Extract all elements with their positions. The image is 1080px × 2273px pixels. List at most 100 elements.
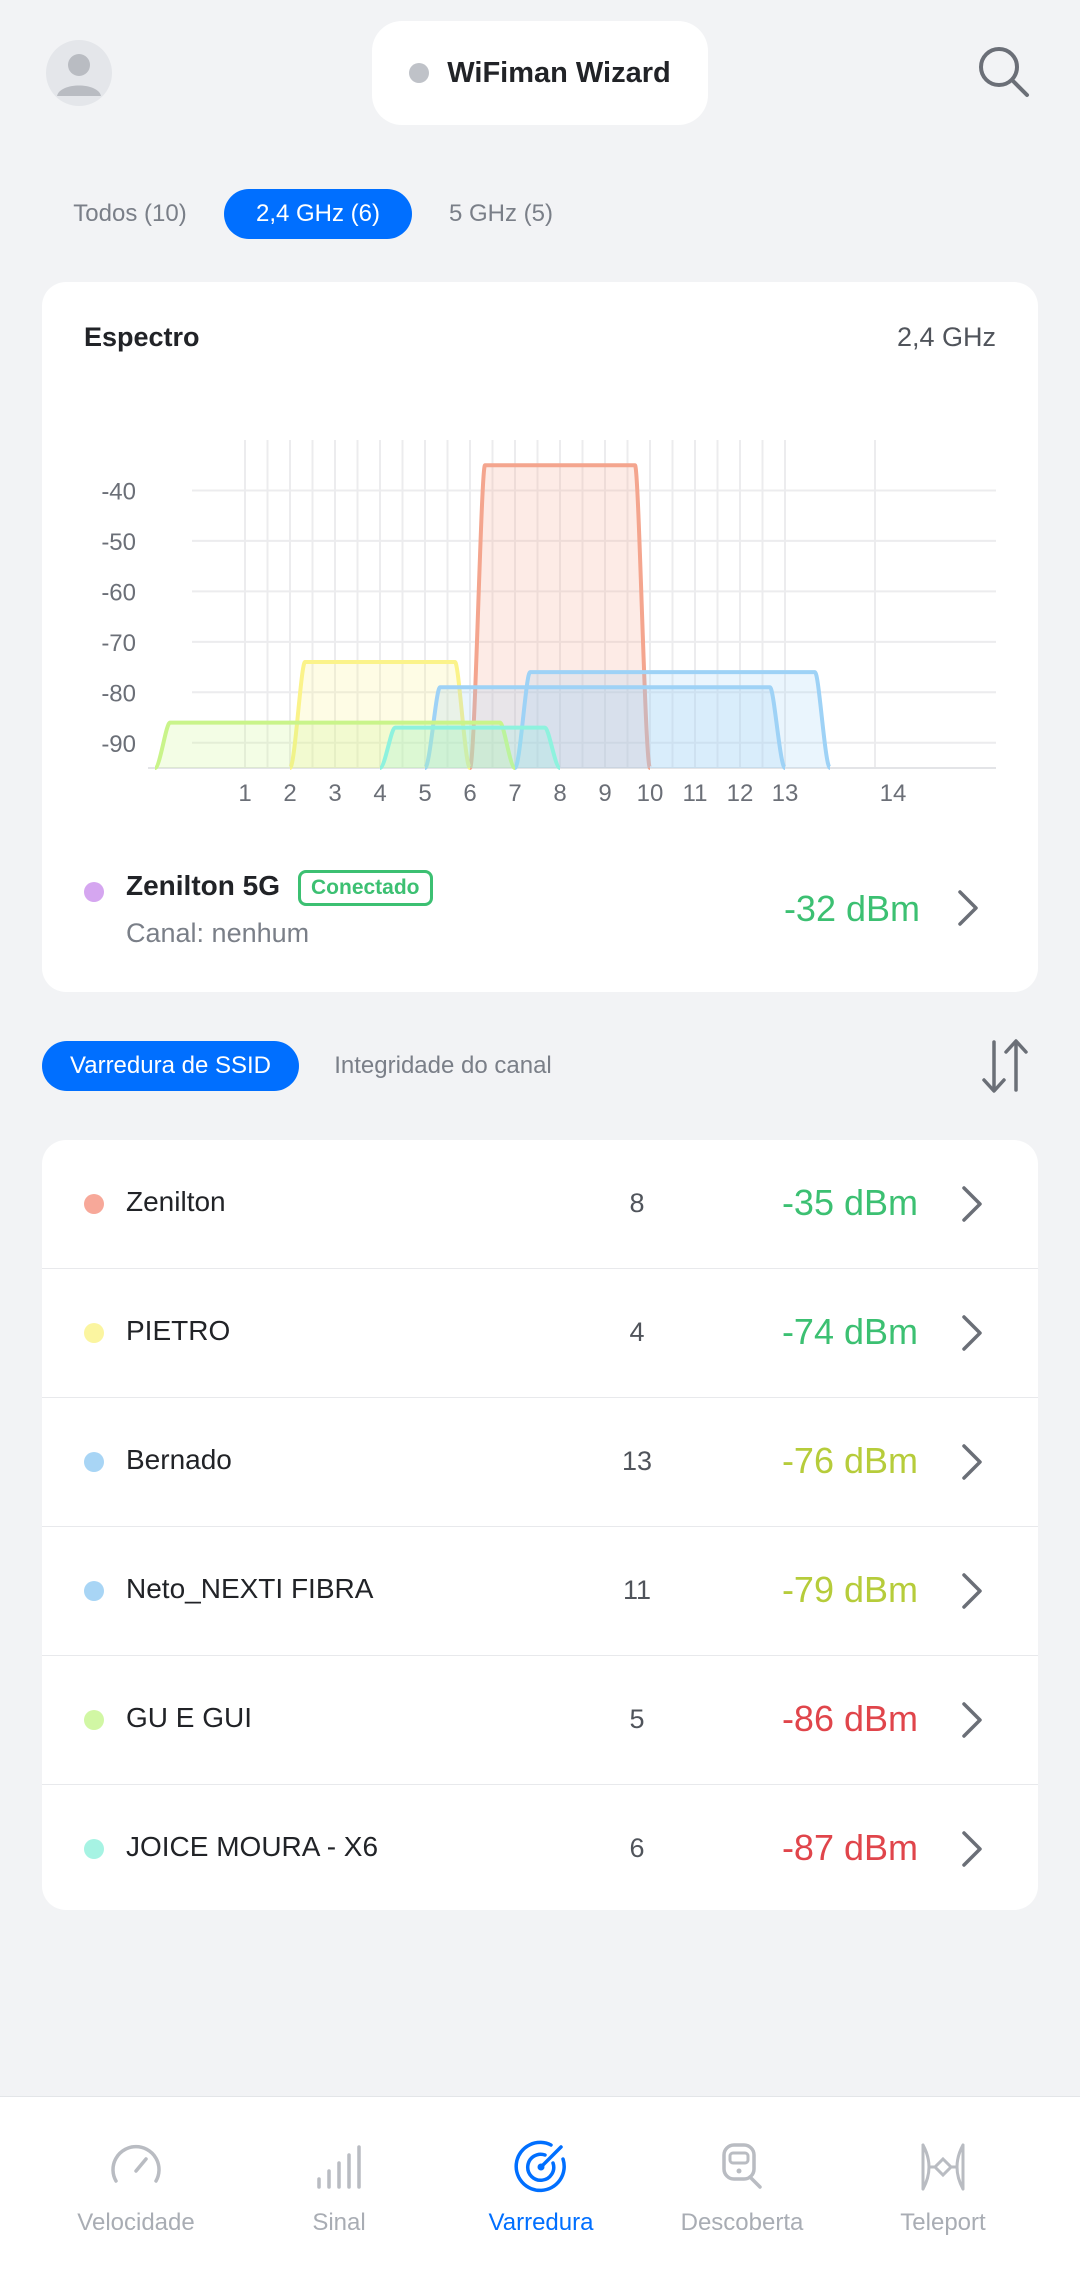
y-tick-label: -40 [101,478,136,505]
y-tick-label: -50 [101,529,136,556]
x-tick-label: 3 [328,780,341,807]
spectrum-band: 2,4 GHz [896,322,996,352]
x-tick-label: 11 [683,780,708,807]
user-icon [57,54,101,96]
avatar[interactable] [46,40,112,106]
network-channel: 11 [622,1575,652,1605]
network-title-pill[interactable]: WiFiman Wizard [372,21,708,125]
nav-descoberta[interactable]: Descoberta [634,2097,850,2273]
network-name: Bernado [126,1444,232,1475]
x-tick-label: 2 [283,780,296,807]
network-color-dot [84,1581,104,1601]
x-tick-label: 13 [772,780,799,807]
nav-varredura[interactable]: Varredura [433,2097,649,2273]
channel-area [290,662,470,768]
connected-network-channel: Canal: nenhum [126,918,310,948]
x-tick-label: 6 [463,780,476,807]
signal-bars-icon [317,2145,361,2189]
channel-outline [513,670,832,770]
channel-area [515,672,830,768]
chevron-right-icon [962,1702,982,1738]
chevron-right-icon [962,1444,982,1480]
x-tick-label: 7 [508,780,521,807]
x-tick-label: 12 [727,780,754,807]
sort-arrows-icon [982,1039,1028,1093]
network-name: GU E GUI [126,1702,253,1733]
channel-outline [153,720,517,770]
network-signal: -86 dBm [781,1698,918,1739]
spectrum-chart: -40-50-60-70-80-901 2 3 4 5 6 7 8 9 10 11 12 13 14 [101,440,996,807]
chevron-right-icon[interactable] [952,886,982,930]
network-signal: -35 dBm [781,1182,918,1223]
channel-area [380,727,560,768]
chevron-right-icon [962,1186,982,1222]
network-color-dot [84,1710,104,1730]
channel-area [155,722,515,768]
tab-all[interactable]: Todos (10) [73,200,187,227]
bottom-nav: Velocidade Sinal Varredura Descoberta [0,2096,1080,2273]
y-tick-label: -70 [101,630,136,657]
radar-icon [514,2140,566,2193]
x-tick-label: 4 [373,780,386,807]
channel-outline [423,685,787,770]
spectrum-card: Espectro 2,4 GHz -40 -50 -60 -70 -80 -90 1 2 3 4 5… [42,282,1038,992]
nav-velocidade[interactable]: Velocidade [28,2097,244,2273]
page-title: WiFiman Wizard [447,56,671,89]
y-tick-label: -90 [101,731,136,758]
list-item[interactable]: Neto_NEXTI FIBRA 11 -79 dBm [42,1527,1038,1656]
list-item[interactable]: Bernado 13 -76 dBm [42,1398,1038,1527]
tab-5ghz[interactable]: 5 GHz (5) [448,200,553,227]
sort-button[interactable] [978,1034,1032,1098]
network-color-dot [84,1194,104,1214]
chevron-right-icon [962,1831,982,1867]
teleport-icon [921,2143,965,2191]
spectrum-title: Espectro [84,322,200,352]
nav-label: Velocidade [77,2209,195,2236]
discovery-icon [722,2143,762,2189]
network-name: JOICE MOURA - X6 [126,1831,379,1862]
x-tick-label: 9 [598,780,611,807]
network-signal: -87 dBm [781,1827,918,1868]
tab-channel-health[interactable]: Integridade do canal [334,1052,552,1079]
network-channel: 4 [629,1317,645,1347]
x-tick-label: 10 [637,780,664,807]
x-tick-label: 5 [418,780,431,807]
nav-label: Sinal [312,2209,366,2236]
nav-teleport[interactable]: Teleport [835,2097,1051,2273]
list-item[interactable]: JOICE MOURA - X6 6 -87 dBm [42,1785,1038,1910]
connected-network-name: Zenilton 5G [126,870,280,901]
list-item[interactable]: GU E GUI 5 -86 dBm [42,1656,1038,1785]
network-color-dot [84,1323,104,1343]
channel-outline [468,463,652,770]
chevron-right-icon [962,1315,982,1351]
network-signal: -79 dBm [781,1569,918,1610]
x-tick-label: 8 [553,780,566,807]
network-list: Zenilton 8 -35 dBm PIETRO 4 -74 dBm Bern… [42,1140,1038,1910]
network-name: Neto_NEXTI FIBRA [126,1573,374,1604]
channel-area [470,465,650,768]
tab-2-4ghz[interactable]: 2,4 GHz (6) [224,189,412,239]
network-signal: -74 dBm [781,1311,918,1352]
nav-label: Teleport [900,2209,986,2236]
network-channel: 6 [629,1833,645,1863]
connected-network-dot [84,882,104,902]
network-channel: 13 [621,1446,653,1476]
search-icon [979,47,1029,97]
connected-badge: Conectado [298,870,433,906]
nav-label: Varredura [488,2209,594,2236]
y-tick-label: -60 [101,579,136,606]
chevron-right-icon [962,1573,982,1609]
search-button[interactable] [972,40,1036,104]
network-channel: 5 [629,1704,645,1734]
list-item[interactable]: Zenilton 8 -35 dBm [42,1140,1038,1269]
list-item[interactable]: PIETRO 4 -74 dBm [42,1269,1038,1398]
speedometer-icon [111,2144,161,2183]
network-color-dot [84,1452,104,1472]
nav-label: Descoberta [680,2209,804,2236]
tab-ssid-scan[interactable]: Varredura de SSID [42,1041,299,1091]
connected-network-signal: -32 dBm [783,888,920,929]
status-dot [409,63,430,83]
nav-sinal[interactable]: Sinal [231,2097,447,2273]
x-tick-label: 14 [880,780,907,807]
channel-outline [378,725,562,770]
